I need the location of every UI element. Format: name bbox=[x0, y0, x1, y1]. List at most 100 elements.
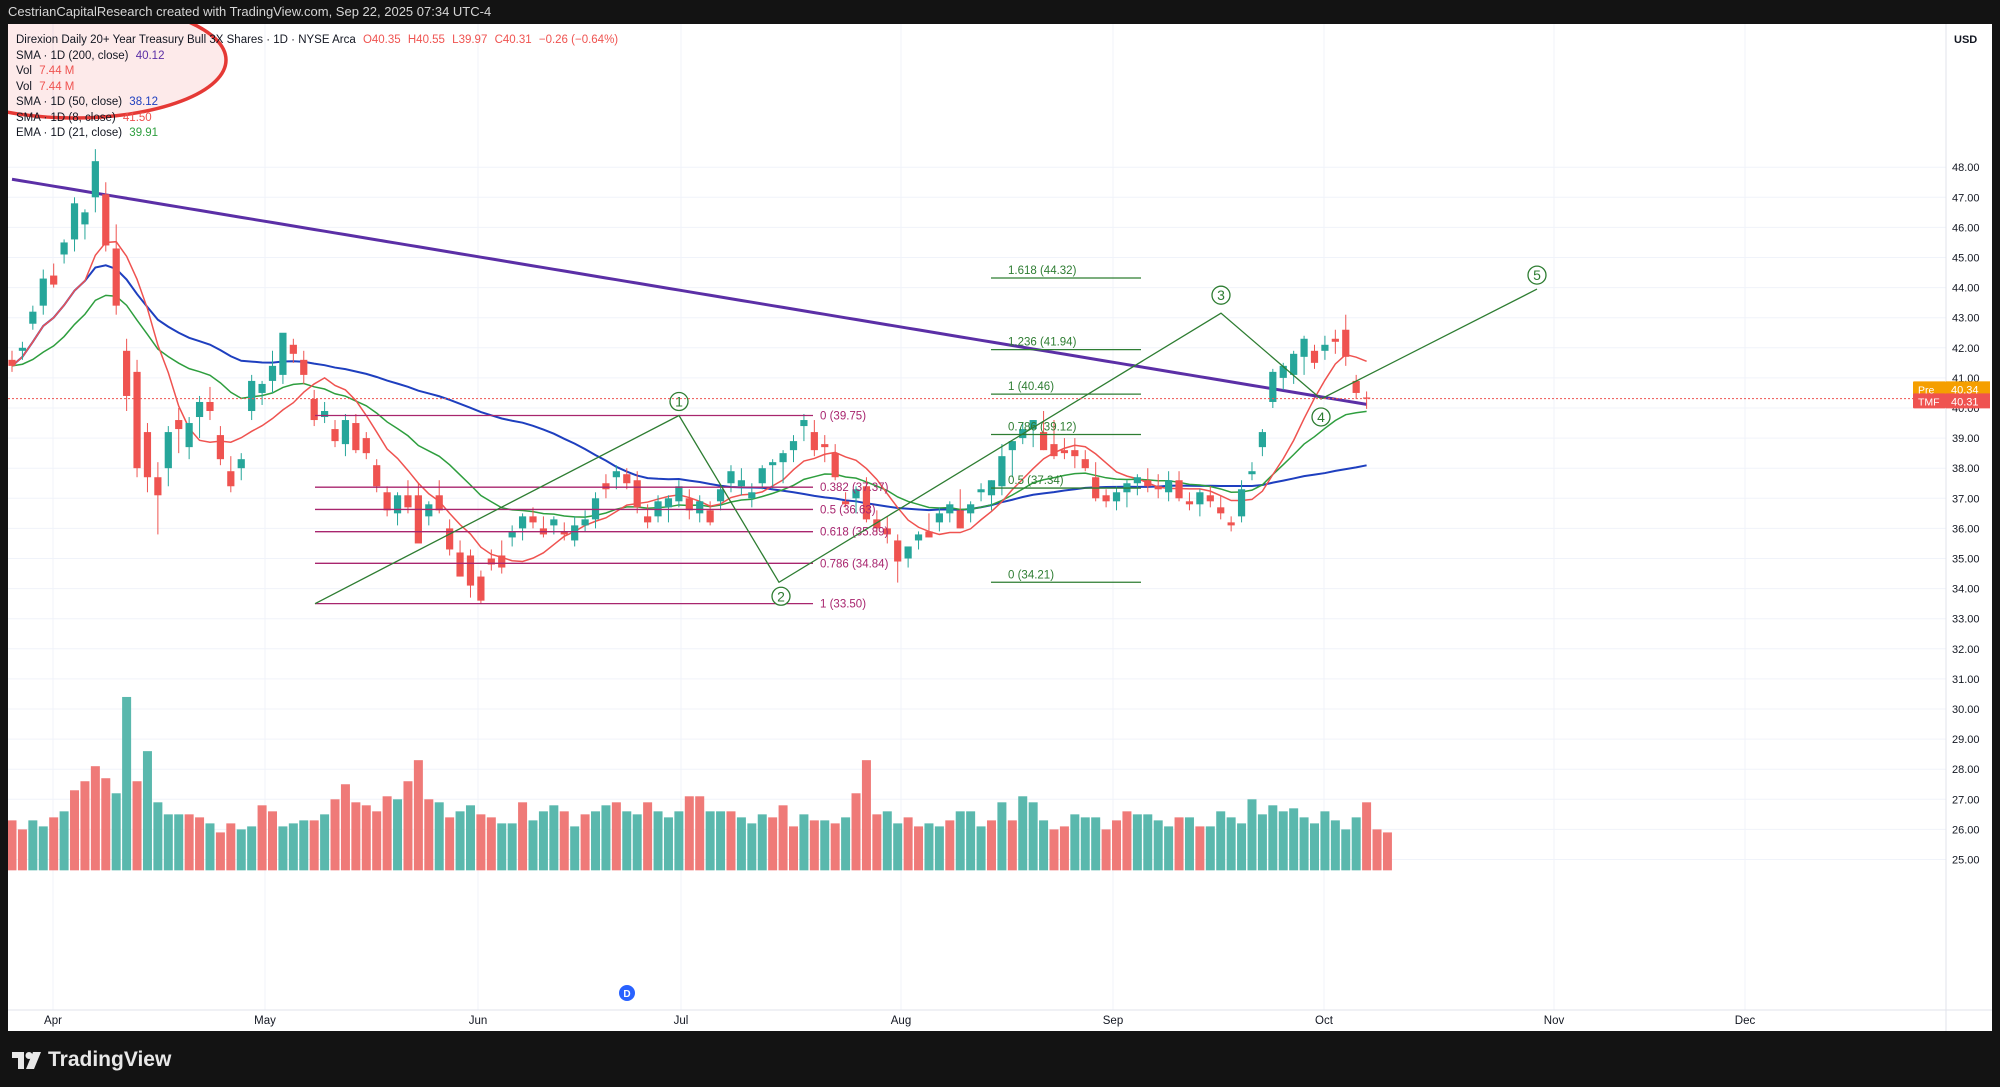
candle-body bbox=[675, 486, 683, 502]
volume-bar bbox=[893, 823, 903, 871]
price-axis-tick: 42.00 bbox=[1952, 343, 1980, 355]
candle-body bbox=[821, 444, 829, 448]
legend-indicator-vol[interactable]: Vol 7.44 M bbox=[16, 64, 618, 80]
legend-close: C40.31 bbox=[494, 34, 532, 46]
wave-label-4: 4 bbox=[1311, 407, 1331, 427]
candle-body bbox=[529, 516, 537, 523]
candle-body bbox=[8, 359, 16, 366]
price-axis-tick: 39.00 bbox=[1952, 433, 1980, 445]
candle-body bbox=[425, 504, 433, 517]
candle-body bbox=[1321, 344, 1329, 351]
volume-bar bbox=[1341, 829, 1351, 871]
time-axis-tick: Dec bbox=[1735, 1015, 1756, 1027]
volume-bar bbox=[518, 802, 528, 871]
candle-body bbox=[466, 555, 475, 586]
tradingview-logo[interactable]: TradingView bbox=[12, 1048, 171, 1072]
volume-bar bbox=[695, 796, 705, 871]
volume-bar bbox=[299, 820, 309, 871]
volume-bar bbox=[1195, 826, 1205, 871]
volume-bar bbox=[80, 781, 90, 871]
volume-bar bbox=[1143, 814, 1153, 871]
volume-bar bbox=[288, 823, 298, 871]
volume-bar bbox=[70, 790, 80, 871]
candle-body bbox=[289, 344, 297, 354]
candle-body bbox=[268, 365, 277, 381]
fib-level-label: 1 (33.50) bbox=[820, 599, 866, 611]
candle-body bbox=[18, 347, 27, 351]
candlestick-chart[interactable]: 0 (39.75) 0.382 (37.37) 0.5 (36.63) 0.618 (… bbox=[8, 24, 1992, 1031]
candle-body bbox=[956, 510, 964, 529]
elliott-wave-path bbox=[314, 288, 1538, 605]
candle-body bbox=[373, 465, 381, 487]
legend-indicator-sma50[interactable]: SMA · 1D (50, close) 38.12 bbox=[16, 95, 618, 111]
candle-body bbox=[612, 471, 620, 478]
candle-body bbox=[977, 489, 985, 493]
volume-bar bbox=[351, 802, 361, 871]
volume-bar bbox=[320, 814, 330, 871]
volume-bar bbox=[986, 820, 996, 871]
candle-body bbox=[873, 519, 881, 529]
candle-body bbox=[550, 519, 558, 526]
volume-bar bbox=[1226, 817, 1236, 871]
volume-bar bbox=[1039, 820, 1049, 871]
volume-bar bbox=[1153, 820, 1163, 871]
candle-body bbox=[758, 468, 766, 484]
legend-indicator-label: EMA · 1D (21, close) bbox=[16, 127, 123, 139]
legend-indicator-label: SMA · 1D (200, close) bbox=[16, 49, 129, 62]
volume-bar bbox=[789, 826, 798, 871]
fib-level-label: 1 (40.46) bbox=[1008, 381, 1054, 393]
legend-indicator-ema21[interactable]: EMA · 1D (21, close) 39.91 bbox=[16, 126, 618, 142]
volume-bar bbox=[309, 820, 319, 871]
volume-bar bbox=[17, 829, 27, 871]
price-axis-tick: 30.00 bbox=[1952, 704, 1980, 716]
volume-bar bbox=[997, 802, 1007, 871]
legend-indicator-value: 7.44 M bbox=[39, 65, 75, 77]
candle-body bbox=[164, 432, 172, 469]
volume-bar bbox=[372, 811, 382, 871]
volume-bar bbox=[851, 793, 861, 871]
wave-label-2: 2 bbox=[771, 586, 791, 606]
volume-bar bbox=[455, 811, 465, 871]
volume-bar bbox=[59, 811, 69, 871]
price-axis-tick: 26.00 bbox=[1952, 824, 1980, 836]
candle-body bbox=[91, 161, 99, 198]
chart-panel[interactable]: 0 (39.75) 0.382 (37.37) 0.5 (36.63) 0.618 (… bbox=[8, 24, 1992, 1031]
fib-level-label: 0.382 (37.37) bbox=[820, 482, 889, 494]
candle-body bbox=[737, 480, 745, 487]
candle-body bbox=[143, 432, 152, 478]
volume-bar bbox=[424, 799, 434, 871]
volume-bar bbox=[111, 793, 121, 871]
candle-body bbox=[1154, 486, 1162, 490]
legend-low: L39.97 bbox=[452, 34, 488, 46]
sma-200-line bbox=[11, 177, 1367, 406]
wave-label-circle bbox=[1211, 285, 1231, 305]
volume-bar bbox=[976, 826, 986, 871]
legend-symbol[interactable]: Direxion Daily 20+ Year Treasury Bull 3X… bbox=[16, 34, 356, 46]
price-axis-tick: 33.00 bbox=[1952, 614, 1980, 626]
volume-bar bbox=[632, 814, 642, 871]
price-axis-tick: 38.00 bbox=[1952, 463, 1980, 475]
volume-bar bbox=[1059, 826, 1069, 871]
candle-body bbox=[237, 459, 245, 469]
legend-high: H40.55 bbox=[407, 34, 445, 46]
volume-bar bbox=[778, 805, 788, 871]
wave-label-5: 5 bbox=[1527, 265, 1547, 285]
footer-bar: TradingView bbox=[0, 1031, 2000, 1087]
legend-indicator-vol-2[interactable]: Vol 7.44 M bbox=[16, 80, 618, 96]
time-axis-tick: May bbox=[254, 1015, 276, 1027]
candle-body bbox=[81, 212, 89, 225]
candle-body bbox=[216, 435, 224, 460]
legend-indicator-value: 40.12 bbox=[135, 49, 165, 62]
wave-label-text: 4 bbox=[1317, 409, 1325, 425]
price-axis-tick: 29.00 bbox=[1952, 734, 1980, 746]
candle-body bbox=[1060, 450, 1069, 454]
volume-bar bbox=[726, 811, 736, 871]
candle-body bbox=[852, 489, 860, 499]
legend-indicator-sma8[interactable]: SMA · 1D (8, close) 41.50 bbox=[16, 111, 618, 127]
legend-indicator-sma200[interactable]: SMA · 1D (200, close) 40.12 bbox=[16, 49, 618, 65]
volume-bar bbox=[1184, 817, 1194, 871]
fib-level-label: 0 (39.75) bbox=[820, 411, 866, 423]
volume-bar bbox=[955, 811, 965, 871]
candle-body bbox=[581, 519, 589, 526]
volume-bar bbox=[799, 814, 809, 871]
